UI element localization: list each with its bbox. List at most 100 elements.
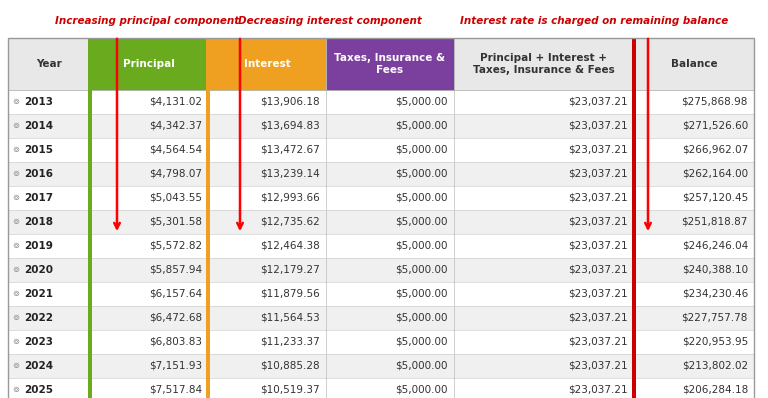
Text: $275,868.98: $275,868.98 xyxy=(682,97,748,107)
Text: $227,757.78: $227,757.78 xyxy=(682,313,748,323)
Text: Taxes, Insurance &
Fees: Taxes, Insurance & Fees xyxy=(335,53,445,75)
Text: 2015: 2015 xyxy=(24,145,53,155)
Text: $12,179.27: $12,179.27 xyxy=(260,265,320,275)
Text: $5,000.00: $5,000.00 xyxy=(396,97,448,107)
Text: $246,246.04: $246,246.04 xyxy=(682,241,748,251)
Text: $271,526.60: $271,526.60 xyxy=(682,121,748,131)
Bar xyxy=(326,38,454,90)
Text: $23,037.21: $23,037.21 xyxy=(568,265,628,275)
Text: $5,857.94: $5,857.94 xyxy=(149,265,202,275)
Text: $4,564.54: $4,564.54 xyxy=(149,145,202,155)
Text: 2013: 2013 xyxy=(24,97,53,107)
Text: $23,037.21: $23,037.21 xyxy=(568,97,628,107)
Text: $220,953.95: $220,953.95 xyxy=(682,337,748,347)
Text: $10,885.28: $10,885.28 xyxy=(260,361,320,371)
Bar xyxy=(90,38,208,90)
Bar xyxy=(8,234,754,258)
Text: $12,993.66: $12,993.66 xyxy=(260,193,320,203)
Text: Interest: Interest xyxy=(243,59,290,69)
Bar xyxy=(8,210,754,234)
Text: $10,519.37: $10,519.37 xyxy=(260,385,320,395)
Text: $11,233.37: $11,233.37 xyxy=(260,337,320,347)
Text: ⊚: ⊚ xyxy=(12,193,19,203)
Text: $12,735.62: $12,735.62 xyxy=(260,217,320,227)
Text: $11,879.56: $11,879.56 xyxy=(260,289,320,299)
Text: Balance: Balance xyxy=(670,59,717,69)
Bar xyxy=(8,354,754,378)
Text: $5,000.00: $5,000.00 xyxy=(396,193,448,203)
Text: $5,000.00: $5,000.00 xyxy=(396,361,448,371)
Text: $23,037.21: $23,037.21 xyxy=(568,193,628,203)
Bar xyxy=(8,258,754,282)
Text: $213,802.02: $213,802.02 xyxy=(682,361,748,371)
Text: $262,164.00: $262,164.00 xyxy=(682,169,748,179)
Text: ⊚: ⊚ xyxy=(12,146,19,154)
Text: $5,301.58: $5,301.58 xyxy=(149,217,202,227)
Bar xyxy=(88,38,92,398)
Text: $23,037.21: $23,037.21 xyxy=(568,361,628,371)
Text: $5,000.00: $5,000.00 xyxy=(396,217,448,227)
Text: $7,517.84: $7,517.84 xyxy=(149,385,202,395)
Text: 2018: 2018 xyxy=(24,217,53,227)
Text: 2024: 2024 xyxy=(24,361,53,371)
Text: $23,037.21: $23,037.21 xyxy=(568,121,628,131)
Text: $4,131.02: $4,131.02 xyxy=(149,97,202,107)
Bar xyxy=(8,90,754,114)
Text: $5,043.55: $5,043.55 xyxy=(149,193,202,203)
Text: $23,037.21: $23,037.21 xyxy=(568,241,628,251)
Text: $23,037.21: $23,037.21 xyxy=(568,385,628,395)
Bar xyxy=(8,162,754,186)
Text: $5,000.00: $5,000.00 xyxy=(396,241,448,251)
Bar xyxy=(8,138,754,162)
Text: $13,906.18: $13,906.18 xyxy=(260,97,320,107)
Text: Interest rate is charged on remaining balance: Interest rate is charged on remaining ba… xyxy=(460,16,728,26)
Bar xyxy=(634,38,754,90)
Text: Increasing principal component: Increasing principal component xyxy=(55,16,240,26)
Text: $7,151.93: $7,151.93 xyxy=(149,361,202,371)
Text: $266,962.07: $266,962.07 xyxy=(682,145,748,155)
Bar xyxy=(206,38,210,398)
Text: $23,037.21: $23,037.21 xyxy=(568,289,628,299)
Text: $23,037.21: $23,037.21 xyxy=(568,169,628,179)
Text: 2014: 2014 xyxy=(24,121,53,131)
Text: Decreasing interest component: Decreasing interest component xyxy=(238,16,422,26)
Text: $23,037.21: $23,037.21 xyxy=(568,217,628,227)
Text: 2023: 2023 xyxy=(24,337,53,347)
Text: $6,472.68: $6,472.68 xyxy=(149,313,202,323)
Text: $5,572.82: $5,572.82 xyxy=(149,241,202,251)
Text: 2020: 2020 xyxy=(24,265,53,275)
Text: $5,000.00: $5,000.00 xyxy=(396,169,448,179)
Text: $11,564.53: $11,564.53 xyxy=(260,313,320,323)
Text: 2019: 2019 xyxy=(24,241,53,251)
Bar xyxy=(8,306,754,330)
Bar xyxy=(8,114,754,138)
Text: 2017: 2017 xyxy=(24,193,53,203)
Text: Year: Year xyxy=(36,59,62,69)
Text: $13,694.83: $13,694.83 xyxy=(260,121,320,131)
Bar xyxy=(8,282,754,306)
Text: $240,388.10: $240,388.10 xyxy=(682,265,748,275)
Text: $23,037.21: $23,037.21 xyxy=(568,145,628,155)
Text: Principal: Principal xyxy=(123,59,175,69)
Text: $13,239.14: $13,239.14 xyxy=(260,169,320,179)
Text: ⊚: ⊚ xyxy=(12,338,19,347)
Text: 2016: 2016 xyxy=(24,169,53,179)
Text: ⊚: ⊚ xyxy=(12,361,19,371)
Text: $13,472.67: $13,472.67 xyxy=(260,145,320,155)
Bar xyxy=(8,186,754,210)
Text: $4,342.37: $4,342.37 xyxy=(149,121,202,131)
Bar xyxy=(632,38,636,398)
Text: $5,000.00: $5,000.00 xyxy=(396,145,448,155)
Bar xyxy=(454,38,634,90)
Text: ⊚: ⊚ xyxy=(12,121,19,131)
Bar xyxy=(208,38,326,90)
Text: $234,230.46: $234,230.46 xyxy=(682,289,748,299)
Text: 2021: 2021 xyxy=(24,289,53,299)
Bar xyxy=(8,38,90,90)
Text: 2025: 2025 xyxy=(24,385,53,395)
Text: $12,464.38: $12,464.38 xyxy=(260,241,320,251)
Text: ⊚: ⊚ xyxy=(12,386,19,394)
Text: $206,284.18: $206,284.18 xyxy=(682,385,748,395)
Text: $5,000.00: $5,000.00 xyxy=(396,313,448,323)
Text: ⊚: ⊚ xyxy=(12,289,19,298)
